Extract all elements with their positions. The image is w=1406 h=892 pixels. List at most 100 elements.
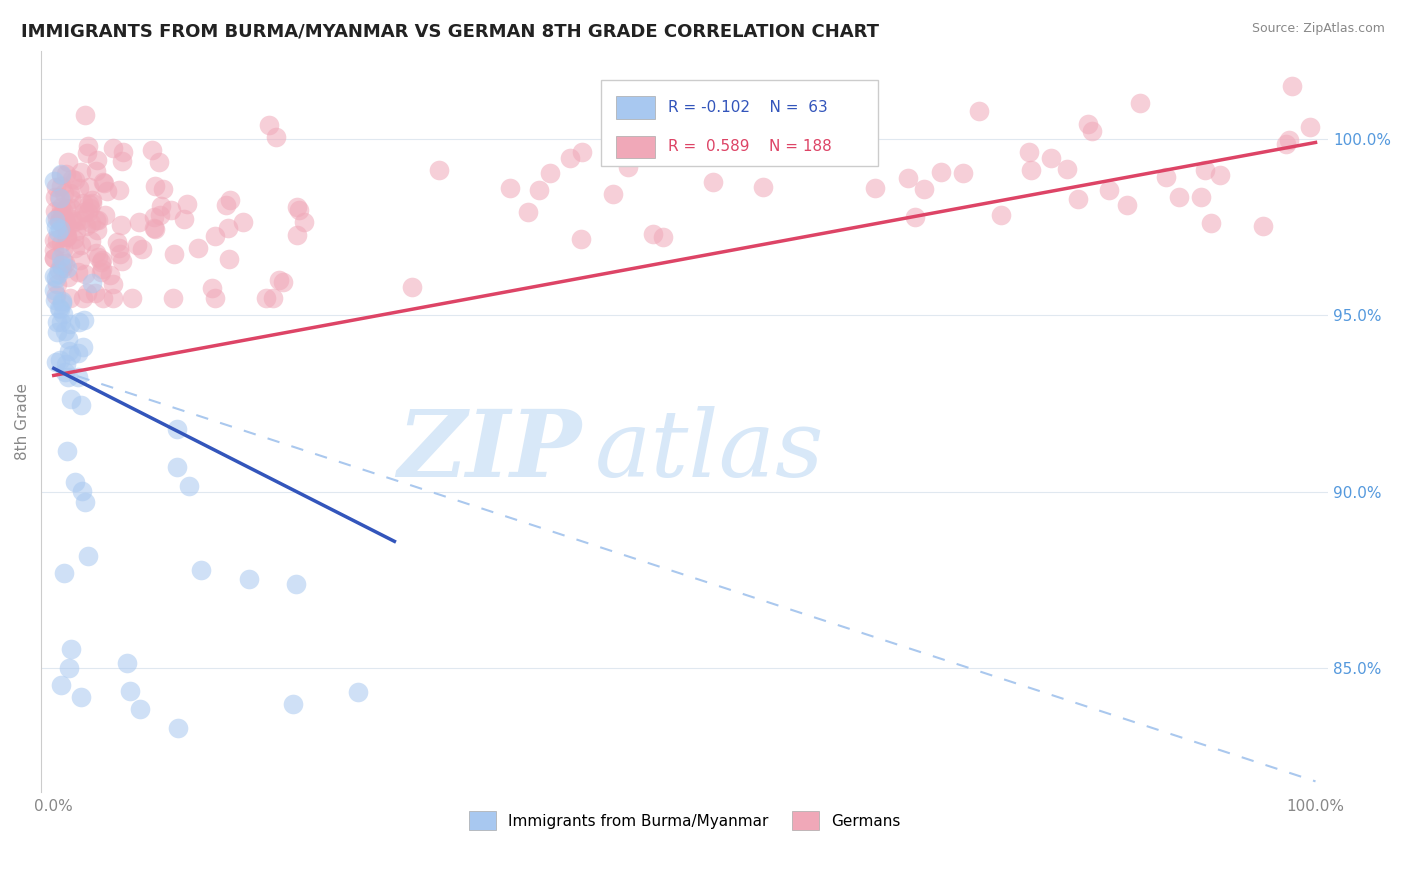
Point xyxy=(232,215,254,229)
Point xyxy=(952,166,974,180)
Text: Source: ZipAtlas.com: Source: ZipAtlas.com xyxy=(1251,22,1385,36)
Point xyxy=(51,235,73,250)
FancyBboxPatch shape xyxy=(600,80,877,166)
Point xyxy=(558,151,581,165)
Point xyxy=(45,355,67,369)
Point xyxy=(79,201,101,215)
Point xyxy=(190,563,212,577)
Point xyxy=(101,277,124,292)
Point xyxy=(49,258,72,272)
Point xyxy=(80,194,103,208)
Point xyxy=(42,174,65,188)
Point xyxy=(1115,198,1137,212)
Point xyxy=(1077,118,1099,132)
Point xyxy=(108,241,131,255)
Point xyxy=(70,483,93,498)
Point xyxy=(1129,96,1152,111)
Point xyxy=(160,202,183,217)
Point xyxy=(45,277,67,291)
Point xyxy=(103,141,125,155)
Point xyxy=(44,283,66,297)
Point xyxy=(55,229,77,244)
Point xyxy=(929,164,952,178)
Point xyxy=(56,220,79,235)
Point xyxy=(44,190,66,204)
Point xyxy=(65,223,87,237)
Point xyxy=(1154,169,1177,184)
Point xyxy=(53,220,76,235)
Point xyxy=(80,216,103,230)
Point xyxy=(87,250,110,264)
Point xyxy=(63,241,86,255)
Point xyxy=(45,288,67,302)
Point xyxy=(90,252,112,267)
Point xyxy=(267,272,290,286)
Point xyxy=(42,251,65,265)
Point xyxy=(118,683,141,698)
Point xyxy=(56,228,79,243)
Point xyxy=(90,265,112,279)
Point xyxy=(1021,163,1043,178)
Point xyxy=(131,242,153,256)
Point xyxy=(1278,133,1301,147)
Point xyxy=(49,168,72,182)
Point xyxy=(49,207,72,221)
Text: IMMIGRANTS FROM BURMA/MYANMAR VS GERMAN 8TH GRADE CORRELATION CHART: IMMIGRANTS FROM BURMA/MYANMAR VS GERMAN … xyxy=(21,22,879,40)
Point xyxy=(347,685,370,699)
Bar xyxy=(616,136,655,158)
Point xyxy=(569,232,592,246)
Point xyxy=(53,186,76,201)
Point xyxy=(571,145,593,159)
Point xyxy=(48,214,70,228)
Point xyxy=(107,183,129,197)
Point xyxy=(49,353,72,368)
Point xyxy=(52,307,75,321)
Point xyxy=(79,196,101,211)
Point xyxy=(62,171,84,186)
Point xyxy=(93,176,115,190)
Point xyxy=(759,136,782,150)
Point xyxy=(152,182,174,196)
Point xyxy=(187,241,209,255)
Point xyxy=(112,145,135,159)
Point xyxy=(94,208,117,222)
Point xyxy=(53,324,76,338)
Point xyxy=(55,215,77,229)
Point xyxy=(49,301,72,316)
Point xyxy=(53,255,76,269)
Point xyxy=(281,697,304,711)
Point xyxy=(217,220,239,235)
Point xyxy=(69,398,91,412)
Point xyxy=(51,293,73,308)
Point xyxy=(896,171,918,186)
Point xyxy=(48,301,70,315)
Point xyxy=(55,167,77,181)
Point xyxy=(1281,78,1303,93)
Point xyxy=(58,343,80,358)
Point xyxy=(77,205,100,219)
Point xyxy=(59,186,82,200)
Point xyxy=(219,193,242,207)
Point xyxy=(59,392,82,407)
Point xyxy=(238,572,260,586)
Point xyxy=(284,577,307,591)
Point xyxy=(45,315,67,329)
Point xyxy=(143,220,166,235)
Point xyxy=(538,166,561,180)
Point xyxy=(70,690,93,704)
Point xyxy=(75,219,97,233)
Point xyxy=(752,180,775,194)
Point xyxy=(173,212,195,227)
Bar xyxy=(616,96,655,119)
Point xyxy=(46,225,69,239)
Point xyxy=(141,143,163,157)
Point xyxy=(162,291,184,305)
Point xyxy=(63,173,86,187)
Point xyxy=(912,182,935,196)
Point xyxy=(651,230,673,244)
Point xyxy=(55,230,77,244)
Point xyxy=(46,233,69,247)
Point xyxy=(115,656,138,670)
Point xyxy=(103,291,125,305)
Point xyxy=(60,202,83,216)
